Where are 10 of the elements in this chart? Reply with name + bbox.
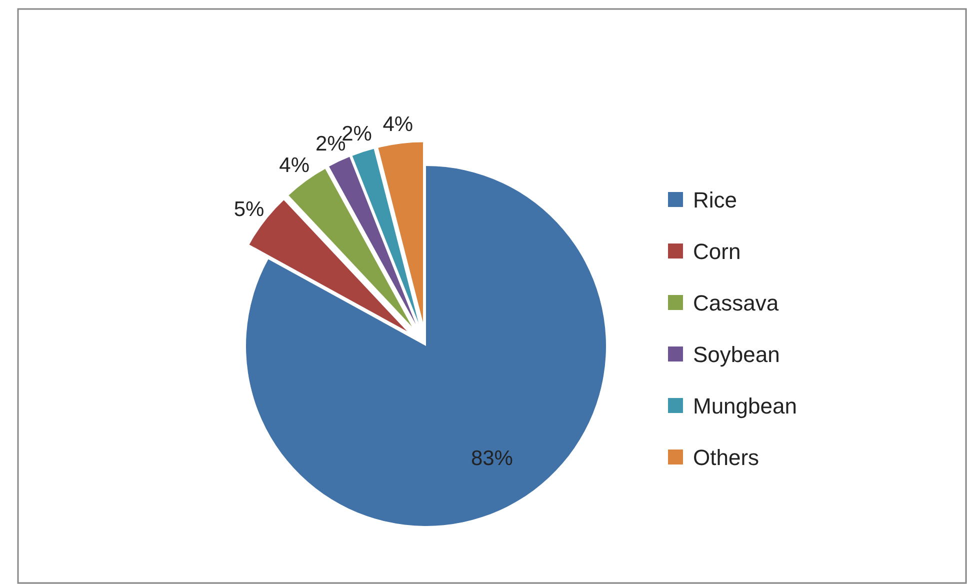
data-label: 83% <box>470 446 513 470</box>
data-label: 4% <box>279 154 310 178</box>
legend-label: Others <box>693 445 760 470</box>
legend-label: Rice <box>693 188 738 213</box>
legend-label: Cassava <box>693 290 780 316</box>
data-label: 5% <box>234 198 264 222</box>
legend-label: Soybean <box>693 342 780 368</box>
legend-label: Mungbean <box>693 394 797 419</box>
data-label: 4% <box>382 113 414 136</box>
legend-label: Corn <box>693 239 741 264</box>
